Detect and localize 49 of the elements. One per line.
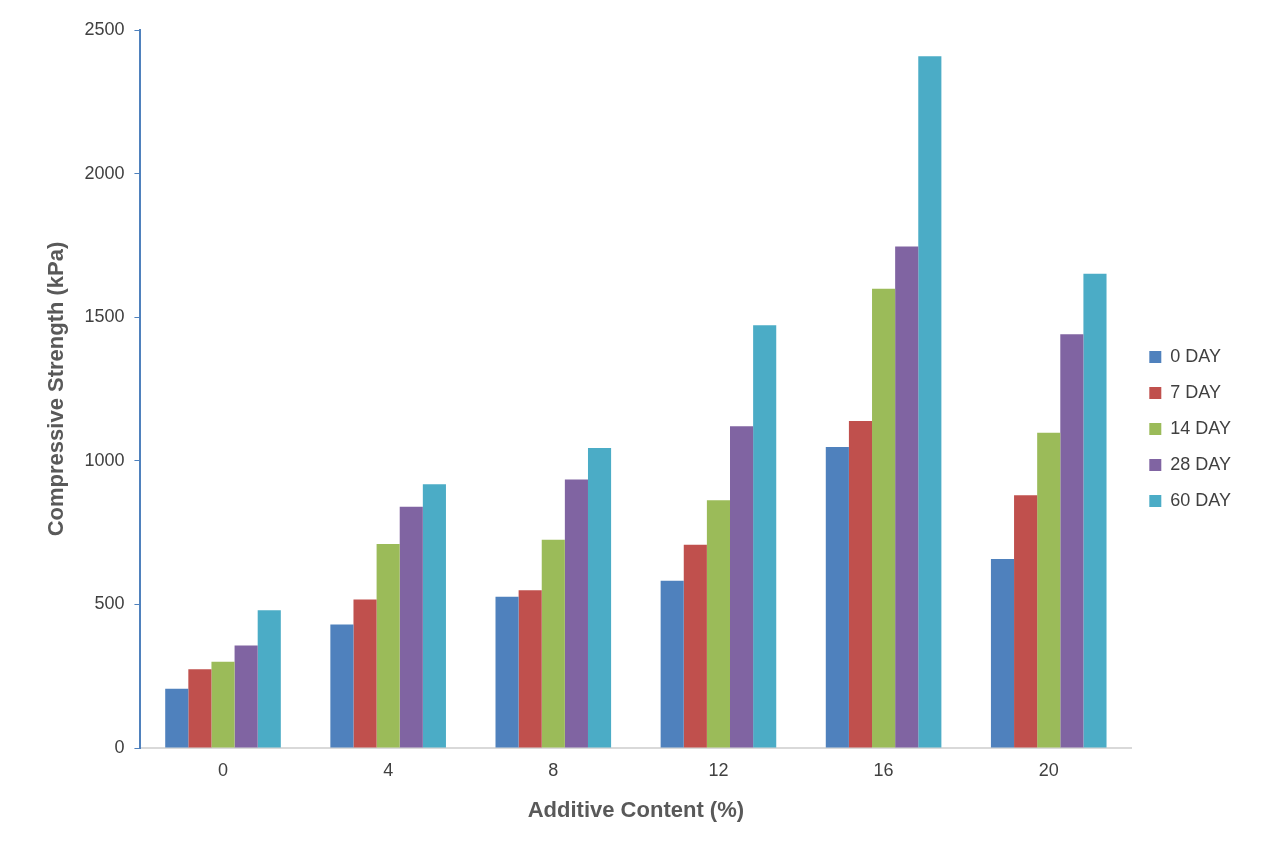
bar bbox=[1060, 334, 1084, 748]
legend-label: 0 DAY bbox=[1170, 345, 1221, 366]
bar bbox=[1083, 273, 1107, 748]
bar bbox=[165, 688, 189, 748]
y-axis-title: Compressive Strength (kPa) bbox=[43, 241, 69, 537]
bar bbox=[188, 669, 212, 748]
y-tick-label: 2000 bbox=[84, 162, 125, 183]
y-tick-label: 1500 bbox=[84, 306, 125, 327]
bar bbox=[730, 426, 754, 748]
bar bbox=[825, 447, 849, 748]
bar bbox=[399, 506, 423, 748]
x-tick-label: 20 bbox=[1038, 759, 1059, 780]
y-tick-label: 1000 bbox=[84, 449, 125, 470]
bar bbox=[376, 544, 400, 748]
x-tick-label: 0 bbox=[218, 759, 229, 780]
bar bbox=[660, 580, 684, 748]
bar bbox=[918, 56, 942, 748]
bar bbox=[495, 596, 519, 748]
legend-label: 14 DAY bbox=[1170, 417, 1232, 438]
bar bbox=[541, 539, 565, 748]
legend-label: 7 DAY bbox=[1170, 381, 1221, 402]
y-tick-label: 500 bbox=[94, 593, 125, 614]
bar bbox=[872, 288, 896, 748]
y-tick-label: 2500 bbox=[84, 18, 125, 39]
legend-label: 60 DAY bbox=[1170, 489, 1232, 510]
bar bbox=[587, 447, 612, 748]
bar bbox=[353, 599, 377, 748]
bar bbox=[1037, 432, 1061, 748]
bar bbox=[330, 624, 354, 748]
bar bbox=[990, 559, 1015, 748]
bar bbox=[1014, 495, 1038, 748]
x-axis-title: Additive Content (%) bbox=[527, 796, 745, 822]
x-tick-label: 8 bbox=[548, 759, 559, 780]
bar bbox=[895, 246, 919, 748]
bar bbox=[848, 420, 873, 748]
bar bbox=[257, 610, 281, 748]
bar bbox=[234, 645, 258, 748]
bar bbox=[422, 484, 446, 748]
bar bbox=[564, 479, 588, 748]
bar bbox=[211, 661, 235, 748]
y-tick-label: 0 bbox=[114, 736, 125, 757]
x-tick-label: 16 bbox=[873, 759, 894, 780]
bar bbox=[706, 500, 731, 748]
x-tick-label: 4 bbox=[383, 759, 394, 780]
bar bbox=[683, 544, 707, 748]
bar bbox=[753, 325, 777, 748]
legend-label: 28 DAY bbox=[1170, 453, 1232, 474]
bar bbox=[518, 590, 542, 748]
x-tick-label: 12 bbox=[708, 759, 729, 780]
